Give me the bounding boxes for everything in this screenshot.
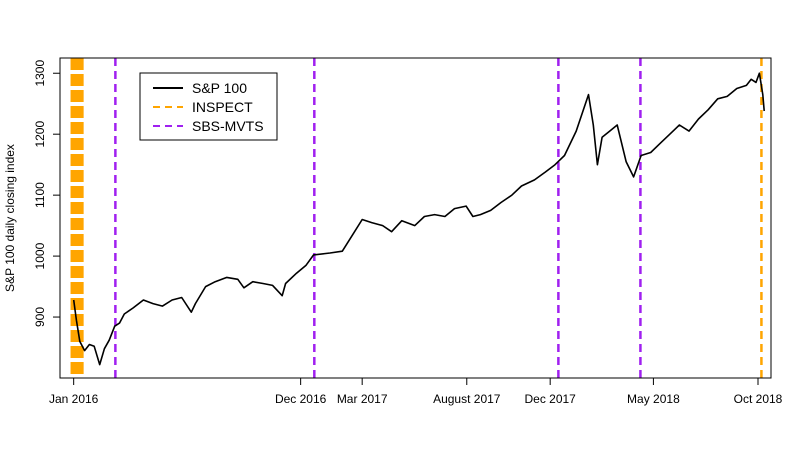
y-tick-label: 900 (33, 307, 47, 327)
legend: S&P 100 INSPECT SBS-MVTS (139, 72, 278, 141)
legend-label-sp100: S&P 100 (192, 80, 247, 96)
legend-label-sbs-mvts: SBS-MVTS (192, 118, 264, 134)
y-tick-label: 1300 (33, 60, 47, 87)
sp100-series-line (72, 72, 765, 366)
x-axis: Jan 2016 Dec 2016 Mar 2017 August 2017 Dec 2… (49, 377, 783, 406)
y-tick-label: 1100 (33, 182, 47, 208)
y-axis-title: S&P 100 daily closing index (3, 144, 17, 292)
legend-box (139, 72, 278, 141)
x-tick-label: August 2017 (433, 392, 501, 406)
x-tick-label: Dec 2016 (275, 392, 327, 406)
x-tick-label: Oct 2018 (734, 392, 783, 406)
y-tick-label: 1200 (33, 121, 47, 148)
x-tick-label: May 2018 (627, 392, 680, 406)
y-tick-label: 1000 (33, 242, 47, 269)
y-axis: 900 1000 1100 1200 1300 (33, 60, 61, 327)
x-tick-label: Dec 2017 (524, 392, 576, 406)
x-tick-label: Jan 2016 (49, 392, 99, 406)
vertical-lines (70, 58, 763, 378)
x-tick-label: Mar 2017 (337, 392, 388, 406)
legend-label-inspect: INSPECT (192, 99, 253, 115)
